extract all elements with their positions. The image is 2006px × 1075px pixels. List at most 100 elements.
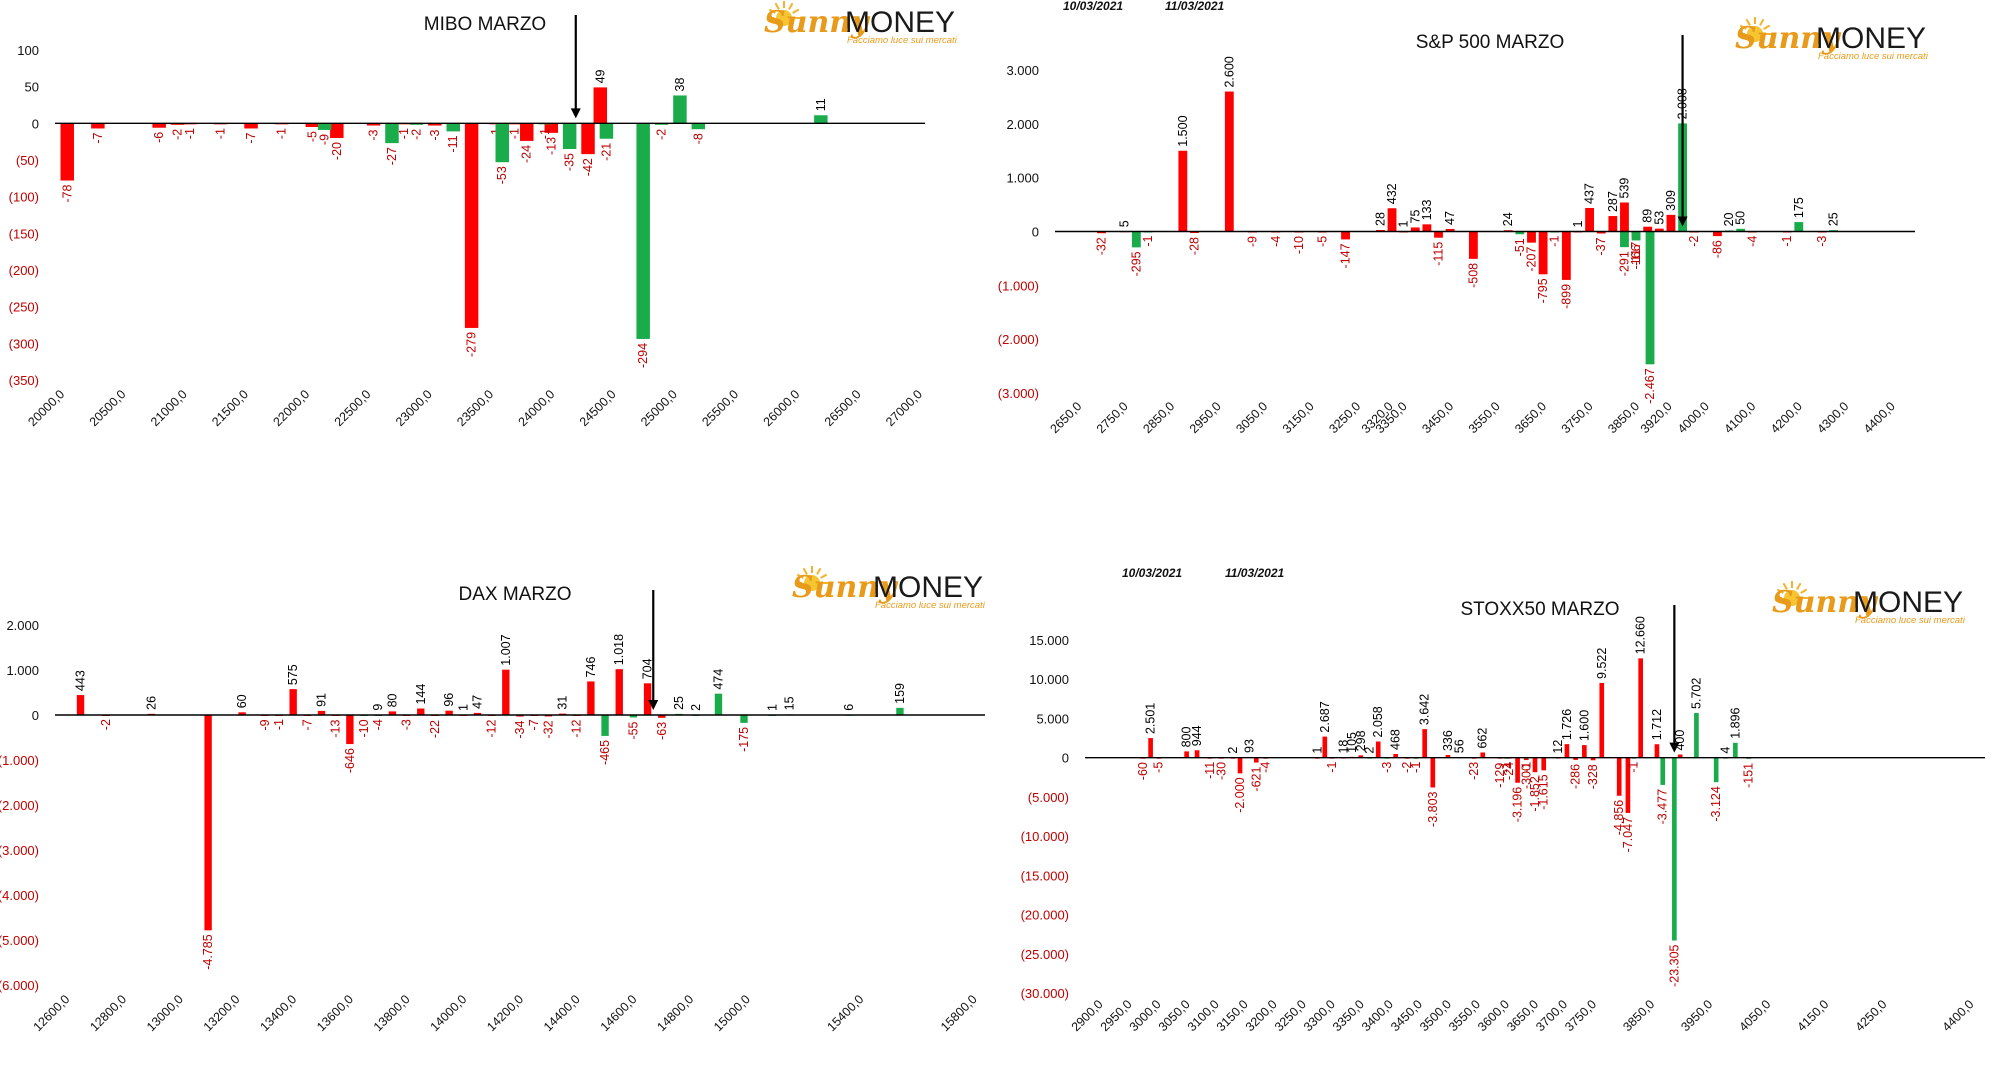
data-label: -147 [1339, 243, 1353, 268]
bar [1422, 729, 1427, 758]
bar [562, 123, 577, 149]
sun-icon [776, 10, 792, 26]
data-label: -1 [1499, 762, 1513, 773]
data-label: 12.660 [1634, 616, 1648, 654]
data-label: -1 [1409, 762, 1423, 773]
x-tick-label: 3650,0 [1504, 997, 1541, 1034]
data-label: -1 [183, 128, 197, 139]
bar [1608, 216, 1618, 232]
y-tick-label: 3.000 [1006, 63, 1039, 78]
x-tick-label: 4250,0 [1853, 997, 1890, 1034]
y-tick-label: (1.000) [0, 753, 39, 768]
data-label: 105 [1345, 732, 1359, 753]
data-label: -27 [385, 147, 399, 165]
data-label: -4 [371, 719, 385, 730]
data-label: -60 [1136, 762, 1150, 780]
data-label: 24 [1501, 212, 1515, 226]
data-label: -129 [1493, 763, 1507, 788]
data-label: 1.600 [1577, 710, 1591, 741]
x-tick-label: 3300,0 [1301, 997, 1338, 1034]
sun-ray-icon [796, 573, 804, 579]
stoxx50-title: STOXX50 MARZO [1460, 599, 1619, 620]
data-label: -28 [1187, 237, 1201, 255]
data-label: 1 [456, 704, 470, 711]
bar [1585, 207, 1595, 232]
data-label: -12 [485, 720, 499, 738]
data-label: -1 [538, 128, 552, 139]
x-tick-label: 3500,0 [1417, 997, 1454, 1034]
bar [1590, 757, 1596, 761]
x-tick-label: 22000,0 [270, 387, 312, 429]
data-label: -37 [1594, 237, 1608, 255]
y-tick-label: (3.000) [998, 386, 1039, 401]
x-tick-label: 4100,0 [1721, 399, 1758, 436]
data-label: 9.522 [1595, 648, 1609, 679]
data-label: -4.785 [201, 934, 215, 969]
y-tick-label: (4.000) [0, 888, 39, 903]
data-label: 2.600 [1222, 56, 1236, 87]
bar [91, 123, 105, 129]
bar [1148, 738, 1153, 758]
data-label: 539 [1617, 178, 1631, 199]
bar [1599, 682, 1605, 758]
data-label: -13 [544, 137, 558, 155]
x-tick-label: 4300,0 [1814, 399, 1851, 436]
x-tick-label: 3750,0 [1559, 399, 1596, 436]
data-label: 2.501 [1144, 703, 1158, 734]
bar [814, 115, 828, 124]
x-tick-label: 24000,0 [516, 387, 558, 429]
data-label: -1 [272, 719, 286, 730]
date-header-1: 10/03/2021 [1063, 0, 1123, 13]
data-label: -55 [626, 721, 640, 739]
x-tick-label: 3850,0 [1620, 997, 1657, 1034]
bar [289, 689, 297, 715]
bar [428, 123, 442, 126]
y-tick-label: 5.000 [1036, 711, 1069, 726]
bar [1393, 753, 1398, 758]
data-label: 56 [1453, 739, 1467, 753]
bar [473, 712, 482, 715]
logo-sunny-text: Sunny [1735, 21, 1842, 56]
data-label: 50 [1734, 211, 1748, 225]
bar [1631, 231, 1641, 241]
sun-ray-icon [1796, 582, 1802, 590]
y-tick-label: (5.000) [0, 933, 39, 948]
data-label: -1 [1548, 236, 1562, 247]
data-label: -10 [1292, 236, 1306, 254]
data-label: -10 [357, 719, 371, 737]
bar [1654, 228, 1664, 232]
bar [502, 669, 510, 715]
data-label: -1 [1141, 236, 1155, 247]
data-label: -86 [1710, 240, 1724, 258]
data-label: -465 [598, 740, 612, 765]
sun-ray-icon [1739, 24, 1747, 30]
x-tick-label: 3250,0 [1272, 997, 1309, 1034]
bar [1643, 226, 1653, 232]
bar [1638, 658, 1643, 758]
bar [1573, 757, 1578, 760]
data-label: -1.852 [1528, 776, 1542, 811]
sun-ray-icon [774, 2, 780, 10]
data-label: -294 [636, 343, 650, 368]
logo-money-text: MONEY [845, 6, 955, 39]
data-label: 6 [842, 704, 856, 711]
sun-ray-icon [792, 8, 800, 14]
sun-ray-icon [820, 573, 828, 579]
data-label: 2.687 [1318, 701, 1332, 732]
data-label: -1 [508, 128, 522, 139]
data-label: -328 [1586, 764, 1600, 789]
data-label: -3 [400, 719, 414, 730]
bar [1178, 150, 1188, 232]
y-tick-label: (25.000) [1021, 947, 1069, 962]
bar [1645, 231, 1655, 365]
bar [1694, 712, 1699, 758]
bar [366, 123, 381, 126]
x-tick-label: 3950,0 [1678, 997, 1715, 1034]
x-tick-label: 15800,0 [938, 992, 980, 1034]
data-label: -4 [1269, 236, 1283, 247]
x-tick-label: 2950,0 [1187, 399, 1224, 436]
data-label: 1.018 [612, 634, 626, 665]
bar [544, 715, 553, 717]
